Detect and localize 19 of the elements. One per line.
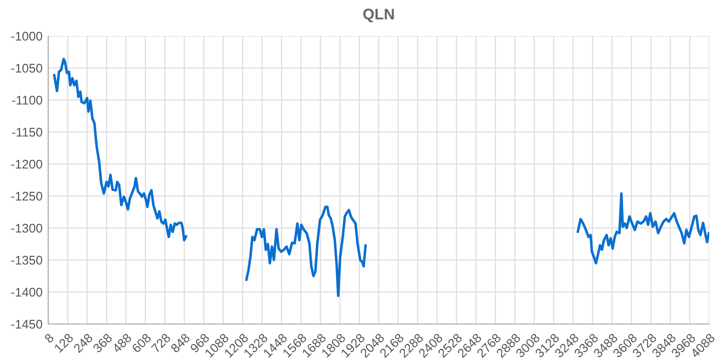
x-tick-label: 848 — [170, 332, 190, 354]
x-tick-label: 488 — [112, 332, 132, 354]
y-tick-label: -1250 — [11, 192, 42, 201]
y-tick-label: -1050 — [11, 64, 42, 73]
y-tick-label: -1150 — [12, 128, 42, 137]
y-tick-label: -1100 — [12, 96, 42, 105]
x-tick-label: 728 — [150, 332, 171, 354]
x-tick-label: 8 — [44, 332, 54, 344]
chart-title: QLN — [363, 8, 394, 22]
y-tick-label: -1200 — [11, 160, 42, 169]
x-tick-label: 608 — [131, 332, 152, 354]
y-tick-label: -1350 — [11, 256, 42, 265]
y-tick-label: -1300 — [11, 224, 42, 233]
y-tick-label: -1450 — [11, 320, 42, 329]
x-tick-label: 368 — [92, 332, 113, 354]
y-tick-label: -1000 — [11, 32, 42, 41]
y-tick-label: -1400 — [11, 288, 42, 297]
x-tick-label: 248 — [73, 332, 94, 354]
x-tick-label: 128 — [54, 332, 74, 353]
